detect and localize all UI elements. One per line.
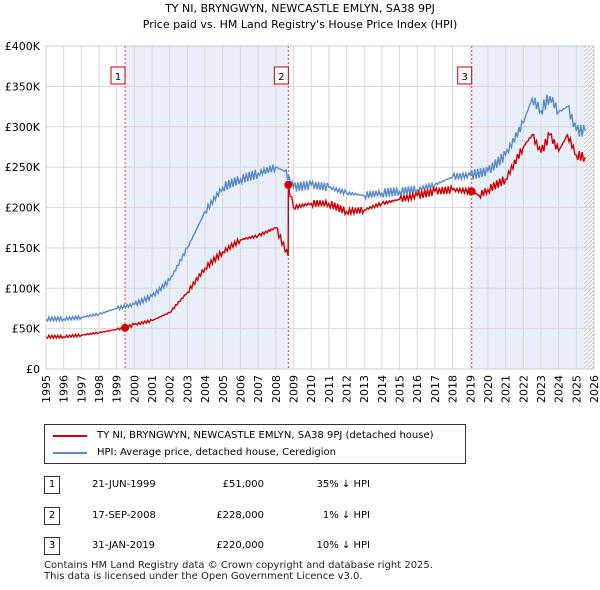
series-line-hpi: [45, 94, 586, 323]
transaction-label-text: 1: [115, 72, 121, 83]
x-tick-label: 1998: [93, 375, 106, 403]
transaction-price: £228,000: [216, 510, 264, 521]
transaction-hpi: 35% ↓ HPI: [316, 479, 370, 490]
transaction-label-text: 3: [461, 72, 467, 83]
x-tick-label: 2003: [181, 375, 194, 403]
transaction-label: 3: [457, 66, 473, 85]
chart-title: TY NI, BRYNGWYN, NEWCASTLE EMLYN, SA38 9…: [164, 2, 435, 15]
x-tick-label: 2025: [570, 375, 583, 403]
legend-swatch-hpi: [53, 451, 87, 454]
transaction-number: 2: [44, 507, 60, 525]
transaction-price: £220,000: [216, 540, 264, 551]
x-tick-label: 2022: [517, 375, 530, 403]
y-tick-label: £100K: [5, 282, 41, 295]
y-tick-label: £150K: [5, 242, 41, 255]
transaction-hpi: 1% ↓ HPI: [322, 510, 370, 521]
transaction-label-box: [457, 66, 473, 85]
transaction-hpi: 10% ↓ HPI: [316, 540, 370, 551]
y-tick-label: £350K: [5, 80, 41, 93]
legend-swatch-price: [53, 434, 87, 437]
x-tick-label: 2004: [199, 375, 212, 403]
transaction-date: 17-SEP-2008: [92, 510, 156, 521]
y-tick-label: £200K: [5, 202, 41, 215]
transaction-date: 31-JAN-2019: [92, 540, 156, 551]
x-tick-label: 2015: [394, 375, 407, 403]
transaction-price: £51,000: [222, 479, 264, 490]
transaction-date: 21-JUN-1999: [92, 479, 156, 490]
x-tick-label: 2014: [376, 375, 389, 403]
price-chart: TY NI, BRYNGWYN, NEWCASTLE EMLYN, SA38 9…: [5, 2, 600, 403]
x-tick-label: 2017: [429, 375, 442, 403]
table-row: 2 17-SEP-2008 £228,000 1% ↓ HPI: [44, 507, 464, 525]
x-tick-label: 2024: [553, 375, 566, 403]
x-tick-label: 2019: [464, 375, 477, 403]
table-row: 1 21-JUN-1999 £51,000 35% ↓ HPI: [44, 476, 464, 494]
y-tick-label: £0: [26, 363, 40, 376]
x-tick-label: 1999: [111, 375, 124, 403]
series-line-price: [45, 131, 586, 340]
transaction-point: [284, 180, 293, 189]
x-tick-label: 1995: [40, 375, 53, 403]
transaction-point: [121, 323, 130, 332]
legend: TY NI, BRYNGWYN, NEWCASTLE EMLYN, SA38 9…: [44, 424, 466, 464]
x-tick-label: 2013: [358, 375, 371, 403]
transaction-label: 2: [273, 66, 289, 85]
footer: Contains HM Land Registry data © Crown c…: [44, 560, 433, 582]
legend-item-hpi: HPI: Average price, detached house, Cere…: [53, 447, 336, 458]
transaction-label-box: [110, 66, 126, 85]
x-tick-label: 2001: [146, 375, 159, 403]
legend-item-price: TY NI, BRYNGWYN, NEWCASTLE EMLYN, SA38 9…: [53, 430, 434, 441]
x-tick-label: 2000: [128, 375, 141, 403]
x-tick-label: 2023: [535, 375, 548, 403]
table-row: 3 31-JAN-2019 £220,000 10% ↓ HPI: [44, 537, 464, 555]
x-tick-label: 2010: [305, 375, 318, 403]
x-tick-label: 2002: [164, 375, 177, 403]
x-tick-label: 2008: [270, 375, 283, 403]
transaction-label-box: [273, 66, 289, 85]
x-tick-label: 2016: [411, 375, 424, 403]
x-tick-label: 2026: [588, 375, 600, 403]
x-tick-label: 2018: [447, 375, 460, 403]
transaction-label-text: 2: [278, 72, 284, 83]
chart-subtitle: Price paid vs. HM Land Registry's House …: [143, 18, 458, 31]
footer-licence: This data is licensed under the Open Gov…: [44, 571, 363, 582]
y-tick-label: £250K: [5, 161, 41, 174]
x-tick-label: 1996: [58, 375, 71, 403]
x-tick-label: 2006: [234, 375, 247, 403]
transaction-label: 1: [110, 66, 126, 85]
y-tick-label: £300K: [5, 121, 41, 134]
x-tick-label: 2011: [323, 375, 336, 403]
x-tick-label: 2021: [500, 375, 513, 403]
transaction-point: [467, 187, 476, 196]
x-tick-label: 2005: [217, 375, 230, 403]
plot-frame: [45, 45, 595, 370]
x-tick-label: 2009: [287, 375, 300, 403]
y-tick-label: £400K: [5, 40, 41, 53]
x-tick-label: 2012: [341, 375, 354, 403]
y-tick-label: £50K: [12, 323, 41, 336]
x-tick-label: 2007: [252, 375, 265, 403]
x-tick-label: 2020: [482, 375, 495, 403]
legend-label-hpi: HPI: Average price, detached house, Cere…: [97, 447, 336, 458]
transaction-number: 3: [44, 537, 60, 555]
legend-label-price: TY NI, BRYNGWYN, NEWCASTLE EMLYN, SA38 9…: [97, 430, 434, 441]
x-tick-label: 1997: [75, 375, 88, 403]
footer-copyright: Contains HM Land Registry data © Crown c…: [44, 560, 433, 571]
transaction-number: 1: [44, 476, 60, 494]
